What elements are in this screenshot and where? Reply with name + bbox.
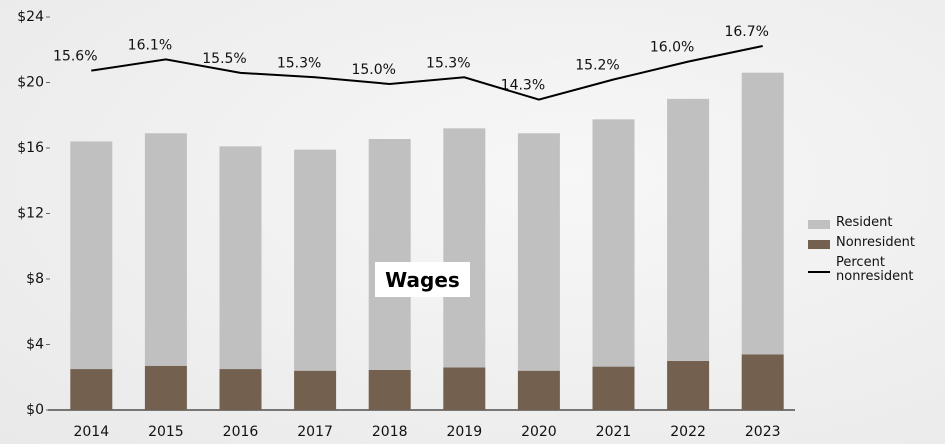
annotation: Wages xyxy=(375,262,470,297)
bar-segment xyxy=(741,72,784,355)
x-tick-label: 2014 xyxy=(73,424,109,440)
x-tick-label: 2023 xyxy=(745,424,781,440)
data-label: 15.6% xyxy=(53,49,97,65)
y-tick-label: $8 xyxy=(26,271,44,287)
legend-swatch xyxy=(808,220,830,229)
data-label: 16.0% xyxy=(650,40,694,56)
bar-segment xyxy=(144,365,187,410)
bar-segment xyxy=(667,98,710,361)
data-label: 14.3% xyxy=(501,78,545,94)
bar-segment xyxy=(219,369,262,410)
y-tick-label: $12 xyxy=(17,206,44,222)
x-tick-label: 2015 xyxy=(148,424,184,440)
bar-segment xyxy=(294,149,337,371)
legend-swatch xyxy=(808,271,830,273)
data-label: 16.1% xyxy=(128,37,172,53)
data-label: 15.2% xyxy=(575,58,619,74)
bar-segment xyxy=(144,133,187,366)
data-label: 15.0% xyxy=(351,62,395,78)
bar-segment xyxy=(517,370,560,410)
bar-segment xyxy=(443,367,486,410)
bar-segment xyxy=(741,354,784,410)
bar-segment xyxy=(219,146,262,370)
legend-label: Nonresident xyxy=(836,235,915,250)
bar-segment xyxy=(368,369,411,410)
x-tick-label: 2018 xyxy=(372,424,408,440)
bar-segment xyxy=(70,141,113,370)
data-label: 15.5% xyxy=(202,51,246,67)
line xyxy=(91,45,763,101)
data-label: 15.3% xyxy=(277,55,321,71)
data-label: 16.7% xyxy=(724,24,768,40)
bar-segment xyxy=(592,119,635,367)
legend-label: Percent nonresident xyxy=(836,255,914,284)
x-tick-label: 2016 xyxy=(223,424,259,440)
bar-segment xyxy=(592,366,635,410)
x-tick-label: 2021 xyxy=(596,424,632,440)
bar-segment xyxy=(517,133,560,371)
y-tick-label: $16 xyxy=(17,140,44,156)
x-tick-label: 2019 xyxy=(446,424,482,440)
x-tick-label: 2022 xyxy=(670,424,706,440)
bar-segment xyxy=(667,360,710,410)
x-tick-label: 2017 xyxy=(297,424,333,440)
y-tick-label: $20 xyxy=(17,75,44,91)
legend-swatch xyxy=(808,240,830,249)
legend-label: Resident xyxy=(836,215,893,230)
y-tick-label: $4 xyxy=(26,337,44,353)
data-label: 15.3% xyxy=(426,55,470,71)
legend-item: Percent nonresident xyxy=(808,256,936,284)
legend-item: Resident xyxy=(808,216,936,230)
legend: Resident Nonresident Percent nonresident xyxy=(808,216,936,290)
y-tick-label: $0 xyxy=(26,402,44,418)
bar-segment xyxy=(443,128,486,368)
x-tick-label: 2020 xyxy=(521,424,557,440)
bar-segment xyxy=(70,369,113,410)
bar-segment xyxy=(294,370,337,410)
y-tick-label: $24 xyxy=(17,9,44,25)
bar-segment xyxy=(368,138,411,370)
legend-item: Nonresident xyxy=(808,236,936,250)
